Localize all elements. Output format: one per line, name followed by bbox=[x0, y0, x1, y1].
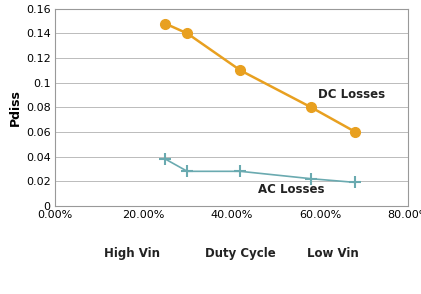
Text: Duty Cycle: Duty Cycle bbox=[205, 248, 276, 260]
Text: High Vin: High Vin bbox=[104, 248, 160, 260]
Text: Low Vin: Low Vin bbox=[307, 248, 359, 260]
Text: AC Losses: AC Losses bbox=[258, 183, 325, 196]
Y-axis label: Pdiss: Pdiss bbox=[9, 89, 21, 126]
Text: DC Losses: DC Losses bbox=[318, 88, 385, 101]
